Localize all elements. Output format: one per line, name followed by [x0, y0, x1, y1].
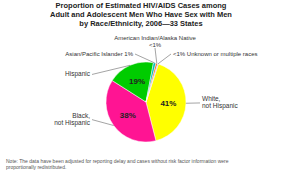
svg-text:<1% Unknown or multiple races: <1% Unknown or multiple races: [173, 51, 258, 57]
html-text:Adult and Adolescent Men Who H: Adult and Adolescent Men Who Have Sex wi…: [50, 10, 232, 19]
svg-text:Black,not Hispanic: Black,not Hispanic: [54, 112, 91, 127]
svg-text:White,not Hispanic: White,not Hispanic: [202, 95, 239, 110]
svg-text:19%: 19%: [129, 77, 145, 86]
html-text:Note: The data have been adjus: Note: The data have been adjusted for re…: [6, 158, 229, 170]
svg-text:41%: 41%: [160, 99, 176, 108]
svg-text:38%: 38%: [120, 111, 136, 120]
svg-text:American Indian/Alaska Native<: American Indian/Alaska Native<1%: [114, 35, 196, 48]
html-text:Proportion of Estimated HIV/AI: Proportion of Estimated HIV/AIDS Cases a…: [55, 1, 227, 10]
svg-text:Asian/Pacific Islander 1%: Asian/Pacific Islander 1%: [65, 51, 133, 57]
html-text:by Race/Ethnicity, 2006—33 Sta: by Race/Ethnicity, 2006—33 States: [79, 19, 203, 28]
svg-text:Hispanic: Hispanic: [65, 70, 91, 78]
